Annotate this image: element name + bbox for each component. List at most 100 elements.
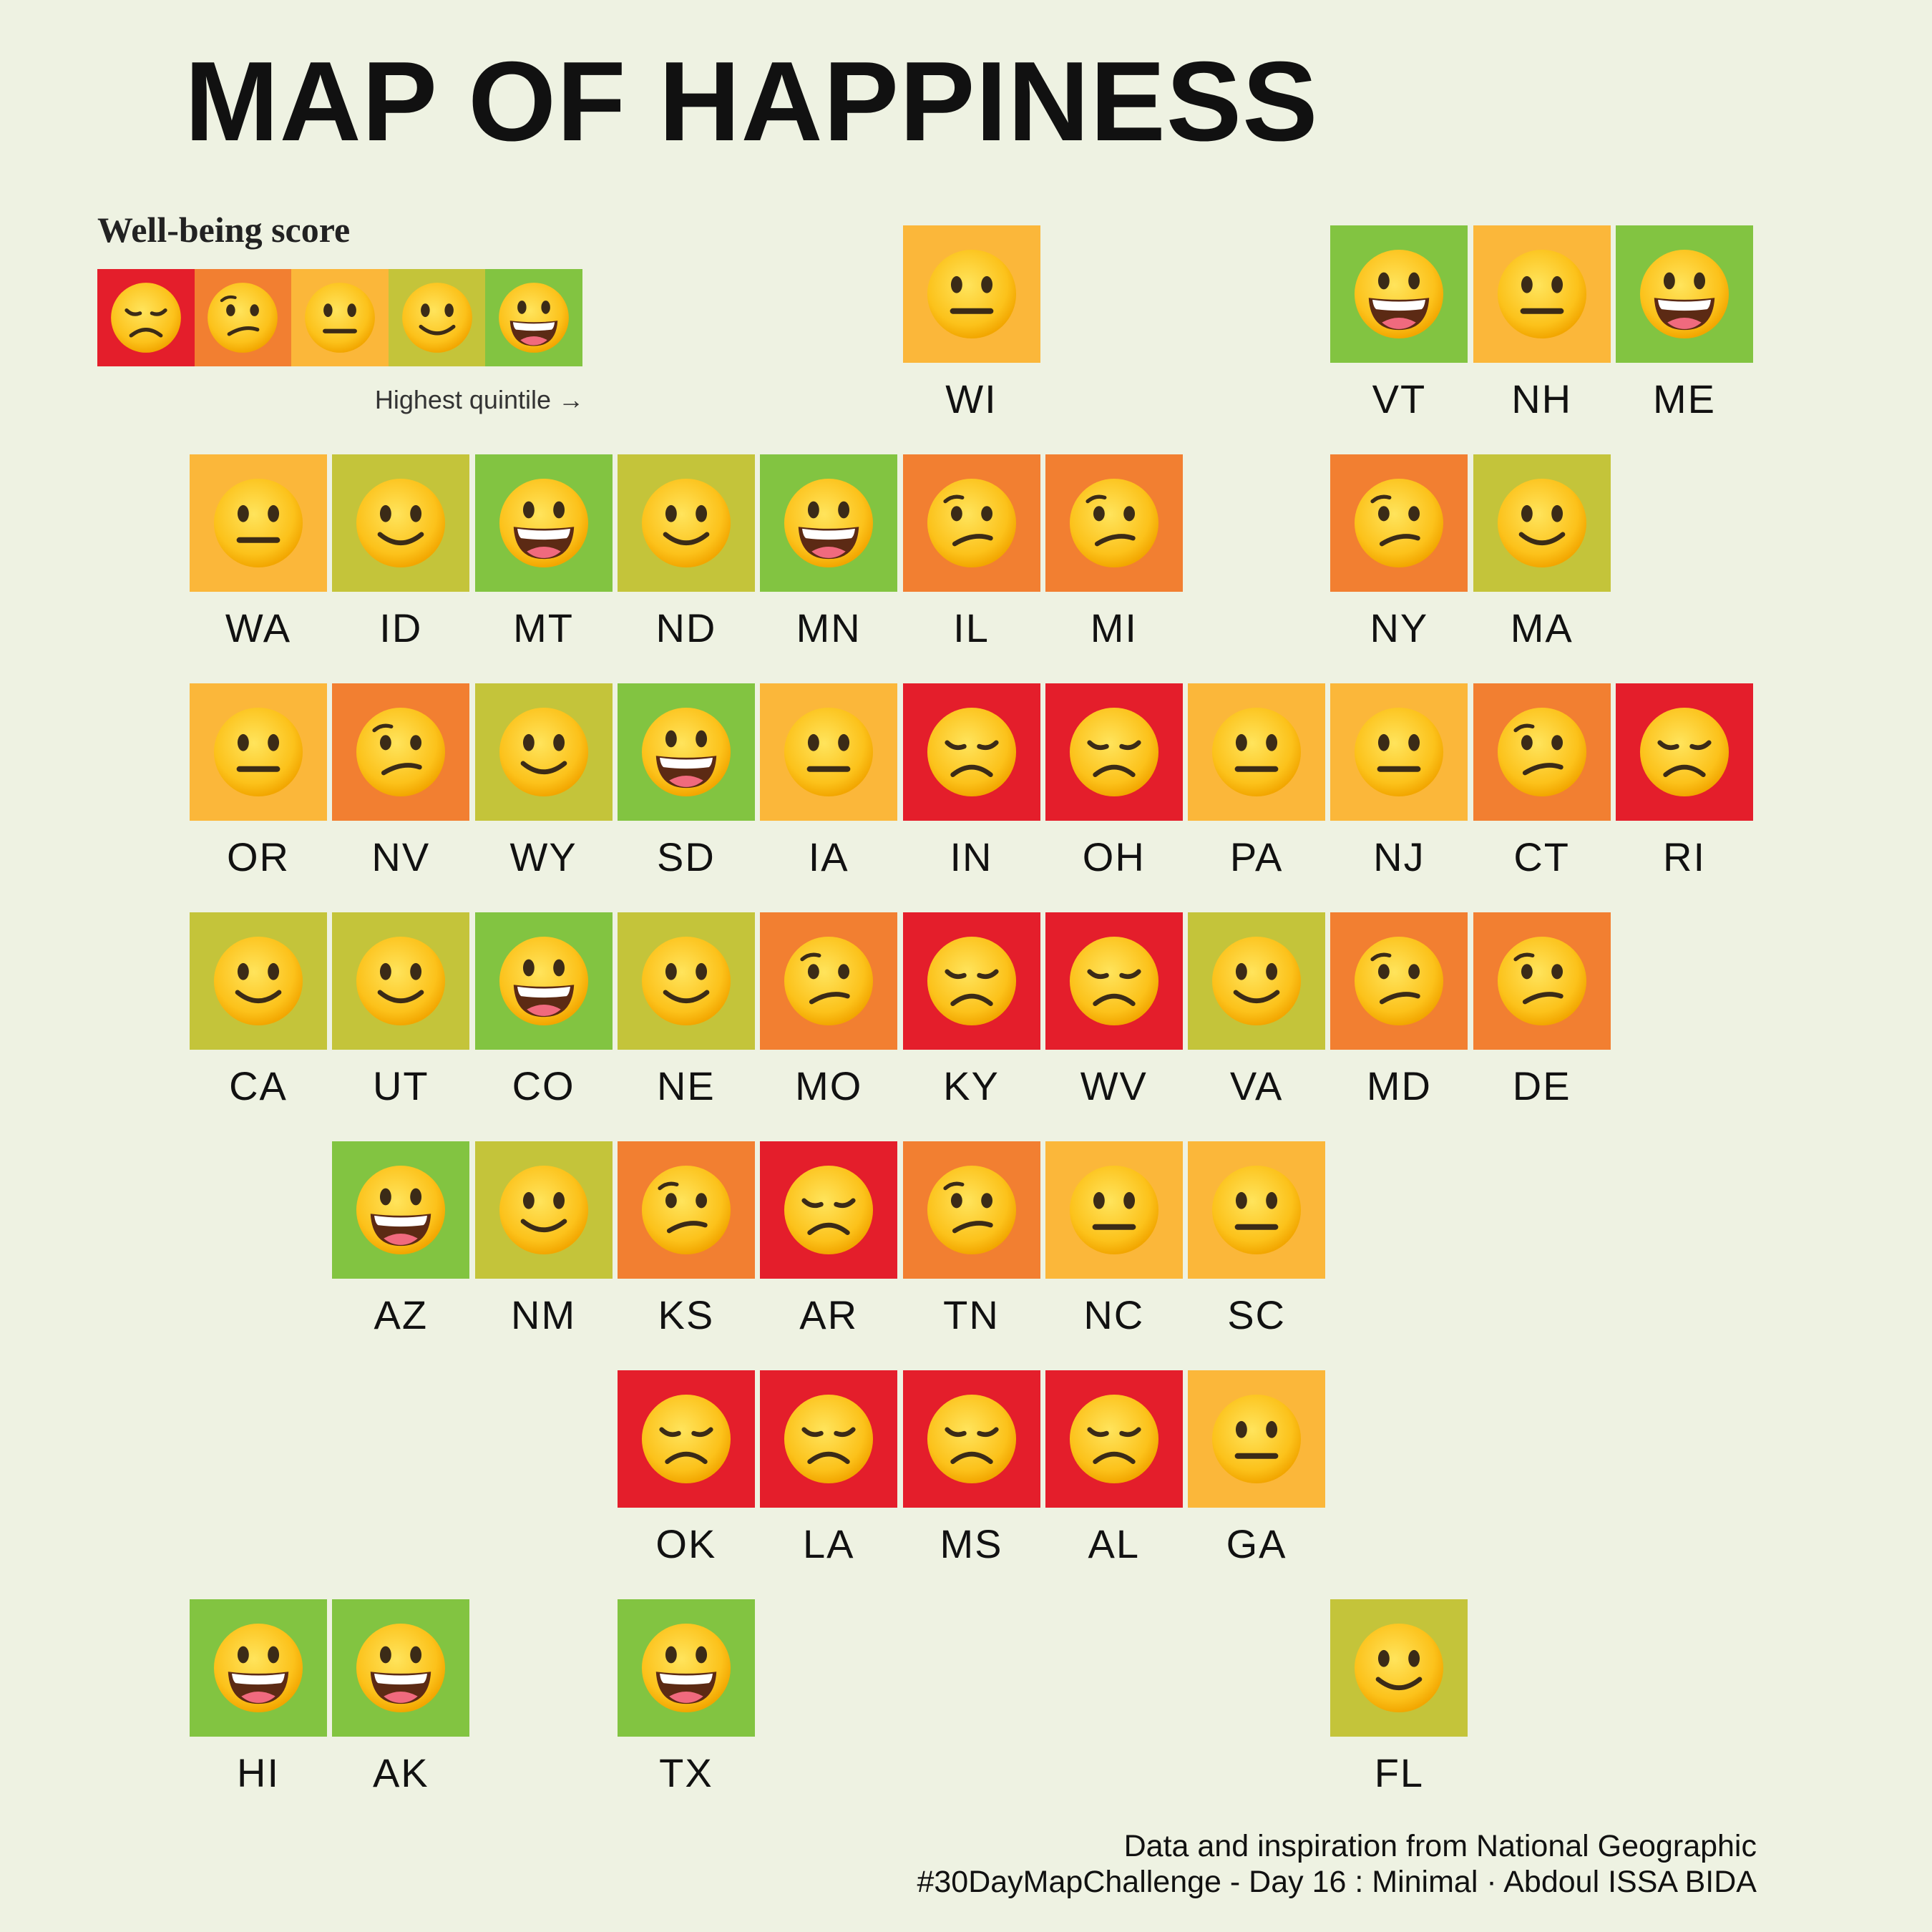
state-label-tx: TX	[659, 1750, 713, 1795]
state-label-md: MD	[1366, 1063, 1432, 1108]
disappointed-face-icon	[927, 1394, 1016, 1484]
legend-swatch-3	[291, 269, 389, 366]
state-label-ga: GA	[1226, 1521, 1287, 1566]
state-tile-la	[760, 1370, 898, 1508]
state-tile-md	[1330, 912, 1468, 1050]
state-tile-tn	[902, 1141, 1040, 1279]
state-tile-sc	[1188, 1141, 1326, 1279]
state-tile-co	[474, 912, 613, 1050]
neutral-face-icon	[1212, 707, 1302, 797]
grinning-face-icon	[499, 283, 570, 353]
state-tile-ny	[1330, 454, 1468, 592]
legend-swatch-2	[194, 269, 292, 366]
state-label-ny: NY	[1370, 605, 1429, 650]
state-tile-az	[332, 1141, 470, 1279]
state-label-hi: HI	[237, 1750, 280, 1795]
state-tile-id	[332, 454, 470, 592]
state-label-ky: KY	[943, 1063, 1000, 1108]
state-tile-mn	[760, 454, 898, 592]
state-tile-wi	[902, 225, 1040, 363]
confused-face-icon	[1497, 936, 1586, 1026]
state-tile-hi	[190, 1599, 327, 1737]
state-tile-in	[902, 683, 1040, 821]
slightly-smiling-face-icon	[641, 478, 731, 568]
state-label-az: AZ	[374, 1292, 429, 1337]
state-label-ms: MS	[940, 1521, 1003, 1566]
neutral-face-icon	[1497, 249, 1586, 339]
disappointed-face-icon	[927, 707, 1016, 797]
state-tile-ut	[332, 912, 470, 1050]
legend-note: Highest quintile →	[374, 385, 584, 414]
grinning-face-icon	[784, 478, 874, 568]
state-tile-de	[1473, 912, 1611, 1050]
state-label-fl: FL	[1374, 1750, 1425, 1795]
disappointed-face-icon	[1639, 707, 1729, 797]
state-label-ia: IA	[808, 834, 849, 879]
confused-face-icon	[1069, 478, 1158, 568]
slightly-smiling-face-icon	[213, 936, 303, 1026]
state-tile-pa	[1188, 683, 1326, 821]
grinning-face-icon	[356, 1165, 446, 1255]
state-label-ct: CT	[1513, 834, 1571, 879]
grinning-face-icon	[356, 1623, 446, 1713]
slightly-smiling-face-icon	[1497, 478, 1586, 568]
confused-face-icon	[1355, 478, 1444, 568]
state-tile-va	[1188, 912, 1326, 1050]
state-label-va: VA	[1229, 1063, 1284, 1108]
state-tile-ga	[1188, 1370, 1326, 1508]
state-label-in: IN	[950, 834, 993, 879]
state-label-de: DE	[1512, 1063, 1571, 1108]
slightly-smiling-face-icon	[1355, 1623, 1444, 1713]
state-label-mo: MO	[795, 1063, 863, 1108]
grinning-face-icon	[641, 707, 731, 797]
neutral-face-icon	[305, 283, 375, 353]
state-label-nd: ND	[655, 605, 717, 650]
state-label-la: LA	[802, 1521, 855, 1566]
state-label-me: ME	[1653, 376, 1716, 421]
disappointed-face-icon	[641, 1394, 731, 1484]
legend-swatch-4	[388, 269, 486, 366]
state-label-nm: NM	[511, 1292, 577, 1337]
state-label-ne: NE	[656, 1063, 716, 1108]
grinning-face-icon	[1639, 249, 1729, 339]
neutral-face-icon	[1212, 1394, 1302, 1484]
grinning-face-icon	[499, 478, 588, 568]
state-tile-nd	[617, 454, 755, 592]
slightly-smiling-face-icon	[356, 478, 446, 568]
confused-face-icon	[641, 1165, 731, 1255]
state-label-ar: AR	[799, 1292, 859, 1337]
state-label-wv: WV	[1080, 1063, 1148, 1108]
state-tile-fl	[1330, 1599, 1468, 1737]
state-tile-ri	[1616, 683, 1753, 821]
state-label-wy: WY	[509, 834, 577, 879]
state-label-or: OR	[227, 834, 290, 879]
confused-face-icon	[927, 1165, 1016, 1255]
legend: Well-being score Highest quintile →	[97, 209, 584, 424]
state-label-ma: MA	[1510, 605, 1574, 650]
state-tile-wy	[474, 683, 613, 821]
state-tile-ks	[617, 1141, 755, 1279]
legend-swatch-1	[97, 269, 195, 366]
disappointed-face-icon	[784, 1165, 874, 1255]
state-tile-ak	[332, 1599, 470, 1737]
disappointed-face-icon	[110, 283, 181, 353]
state-label-il: IL	[953, 605, 990, 650]
state-tile-il	[902, 454, 1040, 592]
disappointed-face-icon	[1069, 1394, 1158, 1484]
slightly-smiling-face-icon	[499, 707, 588, 797]
state-tile-tx	[617, 1599, 755, 1737]
state-tile-oh	[1045, 683, 1183, 821]
state-label-ak: AK	[372, 1750, 429, 1795]
grinning-face-icon	[641, 1623, 731, 1713]
state-tile-mt	[474, 454, 613, 592]
state-label-vt: VT	[1372, 376, 1427, 421]
grinning-face-icon	[499, 936, 588, 1026]
state-label-wa: WA	[225, 605, 292, 650]
state-tile-nv	[332, 683, 470, 821]
state-label-mn: MN	[796, 605, 862, 650]
state-label-nv: NV	[371, 834, 431, 879]
disappointed-face-icon	[784, 1394, 874, 1484]
state-label-al: AL	[1088, 1521, 1141, 1566]
slightly-smiling-face-icon	[641, 936, 731, 1026]
state-label-ok: OK	[655, 1521, 717, 1566]
